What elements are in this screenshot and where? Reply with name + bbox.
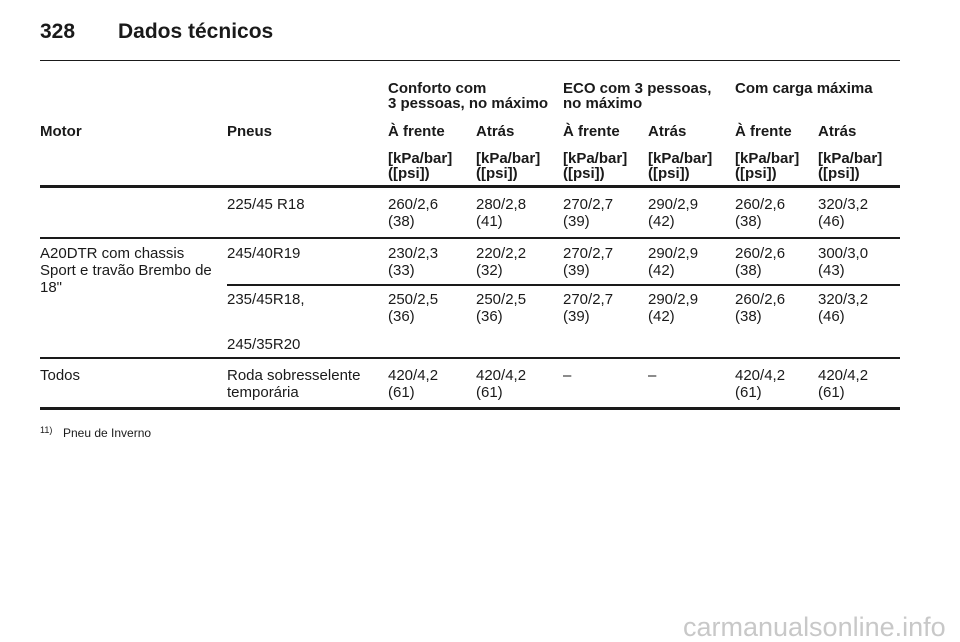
pressure: –: [648, 367, 657, 384]
pressure: 260/2,6: [735, 245, 786, 262]
unit: [kPa/bar]: [388, 150, 453, 167]
column-header: À frente: [388, 123, 445, 140]
pressure: 290/2,9: [648, 196, 699, 213]
rule: [40, 60, 900, 61]
pressure: 250/2,5: [388, 291, 439, 308]
unit: [kPa/bar]: [476, 150, 541, 167]
unit: ([psi]): [648, 165, 690, 182]
footnote-text: Pneu de Inverno: [63, 426, 152, 440]
group-header: no máximo: [563, 95, 643, 112]
pressure: (38): [735, 308, 762, 325]
motor: Todos: [40, 367, 81, 384]
rule: [40, 237, 900, 239]
motor: Sport e travão Brembo de: [40, 262, 212, 279]
pressure: (38): [735, 262, 762, 279]
unit: [kPa/bar]: [563, 150, 628, 167]
motor: A20DTR com chassis: [40, 245, 185, 262]
pressure: 420/4,2: [818, 367, 869, 384]
motor: 18": [40, 279, 63, 296]
column-header: Pneus: [227, 123, 273, 140]
pressure: (46): [818, 308, 845, 325]
rule: [227, 284, 900, 286]
unit: ([psi]): [818, 165, 860, 182]
rule: [40, 357, 900, 359]
pressure: (38): [735, 213, 762, 230]
pressure: –: [563, 367, 572, 384]
unit: ([psi]): [563, 165, 605, 182]
tire: 235/45R18,: [227, 291, 305, 308]
pressure: (39): [563, 262, 590, 279]
unit: ([psi]): [735, 165, 777, 182]
unit: ([psi]): [388, 165, 430, 182]
pressure: (61): [476, 384, 503, 401]
pressure: (36): [388, 308, 415, 325]
pressure: (42): [648, 308, 675, 325]
pressure: 260/2,6: [735, 291, 786, 308]
pressure: 250/2,5: [476, 291, 527, 308]
watermark: carmanualsonline.info: [683, 612, 946, 642]
pressure: 230/2,3: [388, 245, 439, 262]
column-header: Atrás: [648, 123, 687, 140]
page-title: Dados técnicos: [118, 20, 274, 43]
tire: Roda sobresselente: [227, 367, 361, 384]
pressure: (32): [476, 262, 503, 279]
pressure: 300/3,0: [818, 245, 869, 262]
tire: temporária: [227, 384, 299, 401]
column-header: Motor: [40, 123, 82, 140]
unit: [kPa/bar]: [648, 150, 713, 167]
pressure: 320/3,2: [818, 291, 869, 308]
pressure: (36): [476, 308, 503, 325]
column-header: À frente: [563, 123, 620, 140]
pressure: 290/2,9: [648, 291, 699, 308]
pressure: 320/3,2: [818, 196, 869, 213]
group-header: ECO com 3 pessoas,: [563, 80, 712, 97]
footnote-marker: 11): [40, 425, 53, 435]
group-header: 3 pessoas, no máximo: [388, 95, 549, 112]
pressure: 420/4,2: [476, 367, 527, 384]
rule: [40, 185, 900, 188]
tire: 245/35R20: [227, 336, 301, 353]
pressure: 270/2,7: [563, 245, 614, 262]
page-number: 328: [40, 20, 76, 43]
column-header: Atrás: [476, 123, 515, 140]
unit: [kPa/bar]: [735, 150, 800, 167]
group-header: Conforto com: [388, 80, 487, 97]
pressure: 280/2,8: [476, 196, 527, 213]
pressure: 260/2,6: [388, 196, 439, 213]
unit: [kPa/bar]: [818, 150, 883, 167]
group-header: Com carga máxima: [735, 80, 873, 97]
column-header: Atrás: [818, 123, 857, 140]
pressure: 290/2,9: [648, 245, 699, 262]
pressure: (42): [648, 262, 675, 279]
pressure: 420/4,2: [735, 367, 786, 384]
pressure: (39): [563, 213, 590, 230]
pressure: 260/2,6: [735, 196, 786, 213]
pressure: 270/2,7: [563, 291, 614, 308]
rule: [40, 407, 900, 410]
pressure: (39): [563, 308, 590, 325]
pressure: (41): [476, 213, 503, 230]
pressure: (43): [818, 262, 845, 279]
unit: ([psi]): [476, 165, 518, 182]
tire: 245/40R19: [227, 245, 301, 262]
pressure: (46): [818, 213, 845, 230]
tire: 225/45 R18: [227, 196, 305, 213]
pressure: (61): [818, 384, 845, 401]
pressure: (61): [388, 384, 415, 401]
pressure: 270/2,7: [563, 196, 614, 213]
pressure: 420/4,2: [388, 367, 439, 384]
pressure: (33): [388, 262, 415, 279]
pressure: (61): [735, 384, 762, 401]
pressure: (42): [648, 213, 675, 230]
pressure: (38): [388, 213, 415, 230]
pressure: 220/2,2: [476, 245, 527, 262]
column-header: À frente: [735, 123, 792, 140]
